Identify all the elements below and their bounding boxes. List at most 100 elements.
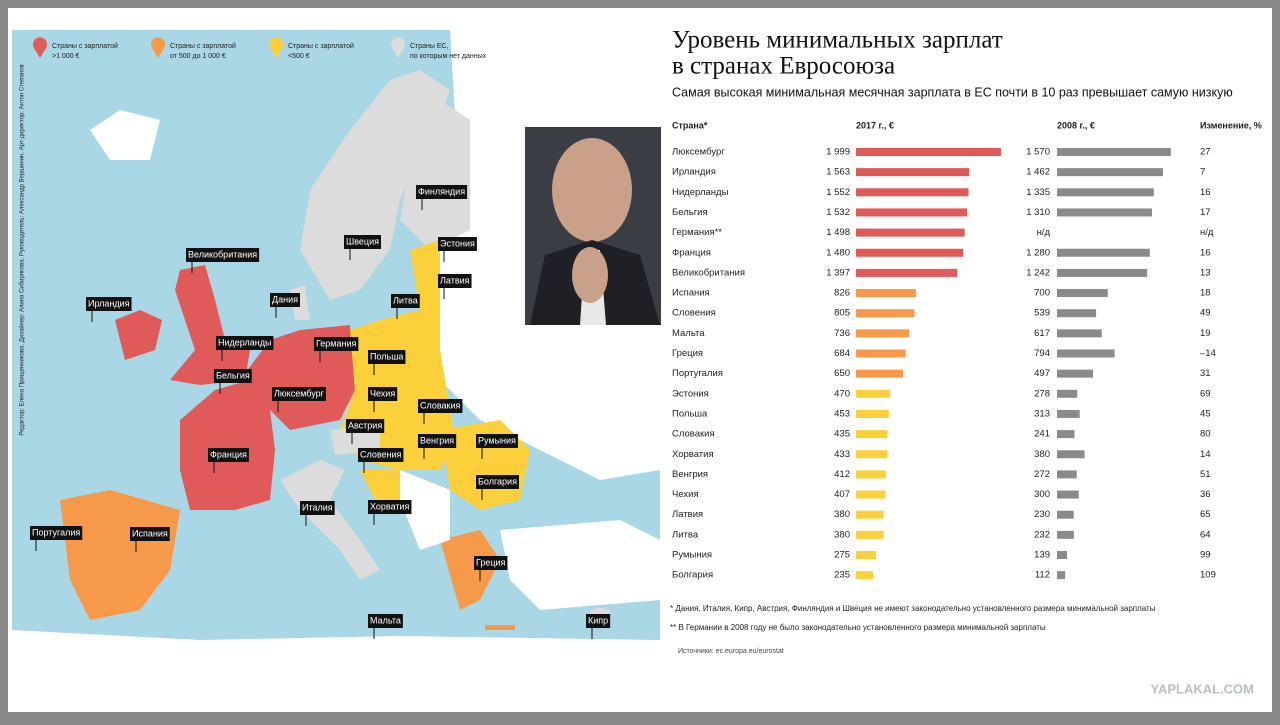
map-label: Дания <box>272 294 298 304</box>
map-label-bg <box>368 500 412 514</box>
map-label-bg <box>368 614 403 628</box>
value-2017: 1 552 <box>826 187 850 198</box>
bar-2017 <box>856 349 906 358</box>
change: 65 <box>1200 509 1211 520</box>
value-2017: 1 563 <box>826 167 850 178</box>
country: Латвия <box>672 509 703 520</box>
map-label: Румыния <box>478 435 516 445</box>
value-2017: 412 <box>834 469 850 480</box>
bar-2008 <box>1057 309 1097 318</box>
bar-2017 <box>856 248 964 257</box>
map-label: Великобритания <box>188 249 257 259</box>
bar-2017 <box>856 309 915 318</box>
value-2017: 470 <box>834 388 850 399</box>
table-header: 2017 г., € <box>856 120 894 130</box>
table-header: Изменение, % <box>1200 120 1262 130</box>
map-label: Чехия <box>370 388 395 398</box>
value-2017: 235 <box>834 570 850 581</box>
legend-text: Страны ЕС, <box>410 43 449 50</box>
country: Болгария <box>672 570 713 581</box>
country: Люксембург <box>672 147 725 158</box>
map-label: Австрия <box>348 420 382 430</box>
bar-2017 <box>856 430 888 439</box>
bar-2008 <box>1057 208 1152 217</box>
bar-2008 <box>1057 188 1154 197</box>
map-label: Венгрия <box>420 435 454 445</box>
country: Португалия <box>672 368 723 379</box>
change: 36 <box>1200 489 1211 500</box>
map-label: Германия <box>316 338 356 348</box>
map-label-bg <box>474 556 508 570</box>
bar-2017 <box>856 389 891 398</box>
map-label: Люксембург <box>274 388 325 398</box>
change: 64 <box>1200 529 1211 540</box>
map-label: Эстония <box>440 238 475 248</box>
value-2017: 805 <box>834 308 850 319</box>
map-label-bg <box>368 350 406 364</box>
bar-2008 <box>1057 510 1074 519</box>
bar-2008 <box>1057 148 1171 156</box>
bar-2008 <box>1057 289 1108 298</box>
map-label-bg <box>346 419 385 433</box>
bar-2017 <box>856 450 888 459</box>
map-label: Нидерланды <box>218 337 271 347</box>
bar-2008 <box>1057 551 1068 559</box>
footnote: ** В Германии в 2008 году не было законо… <box>670 623 1046 632</box>
map-label: Италия <box>302 502 333 512</box>
value-2008: 1 310 <box>1026 207 1050 218</box>
change: 7 <box>1200 167 1205 178</box>
value-2017: 684 <box>834 348 850 359</box>
value-2017: 826 <box>834 288 850 299</box>
bar-2017 <box>856 289 916 298</box>
photo <box>525 127 661 325</box>
value-2008: 1 242 <box>1026 267 1050 278</box>
change: 16 <box>1200 187 1211 198</box>
value-2017: 453 <box>834 408 850 419</box>
value-2017: 435 <box>834 429 850 440</box>
bar-2008 <box>1057 470 1077 479</box>
country: Нидерланды <box>672 187 729 198</box>
legend-pin <box>269 37 284 58</box>
bar-2017 <box>856 268 958 277</box>
legend-text: от 500 до 1 000 € <box>170 53 226 60</box>
map-label-bg <box>130 527 170 541</box>
value-2008: 794 <box>1034 348 1050 359</box>
country: Мальта <box>672 328 705 339</box>
country: Великобритания <box>672 267 745 278</box>
country: Польша <box>672 408 708 419</box>
value-2008: 313 <box>1034 408 1050 419</box>
value-2008: 232 <box>1034 529 1050 540</box>
bar-2008 <box>1057 430 1075 439</box>
value-2017: 736 <box>834 328 850 339</box>
map-label-bg <box>300 501 335 515</box>
bar-2017 <box>856 409 889 418</box>
country: Чехия <box>672 489 699 500</box>
legend-text: Страны с зарплатой <box>288 42 354 50</box>
legend-pin <box>391 37 406 58</box>
value-2017: 1 498 <box>826 227 850 238</box>
country: Ирландия <box>672 167 716 178</box>
country: Хорватия <box>672 449 714 460</box>
bar-2008 <box>1057 168 1163 177</box>
bar-2017 <box>856 470 886 479</box>
map-label: Словения <box>360 449 402 459</box>
bar-2017 <box>856 168 970 177</box>
table-header: 2008 г., € <box>1057 120 1095 130</box>
map-label: Ирландия <box>88 298 130 308</box>
map-label: Швеция <box>346 236 379 246</box>
country: Румыния <box>672 550 712 561</box>
bar-2008 <box>1057 490 1079 499</box>
change: 31 <box>1200 368 1211 379</box>
value-2017: 380 <box>834 529 850 540</box>
bar-2017 <box>856 208 968 217</box>
bar-2008 <box>1057 369 1094 378</box>
map-label: Словакия <box>420 400 461 410</box>
map-label-bg <box>314 337 359 351</box>
watermark: YAPLAKAL.COM <box>1150 681 1254 696</box>
map-label: Литва <box>393 295 418 305</box>
map-label-bg <box>216 336 274 350</box>
bar-2008 <box>1057 349 1115 358</box>
map-label: Кипр <box>588 615 608 625</box>
country: Бельгия <box>672 207 708 218</box>
